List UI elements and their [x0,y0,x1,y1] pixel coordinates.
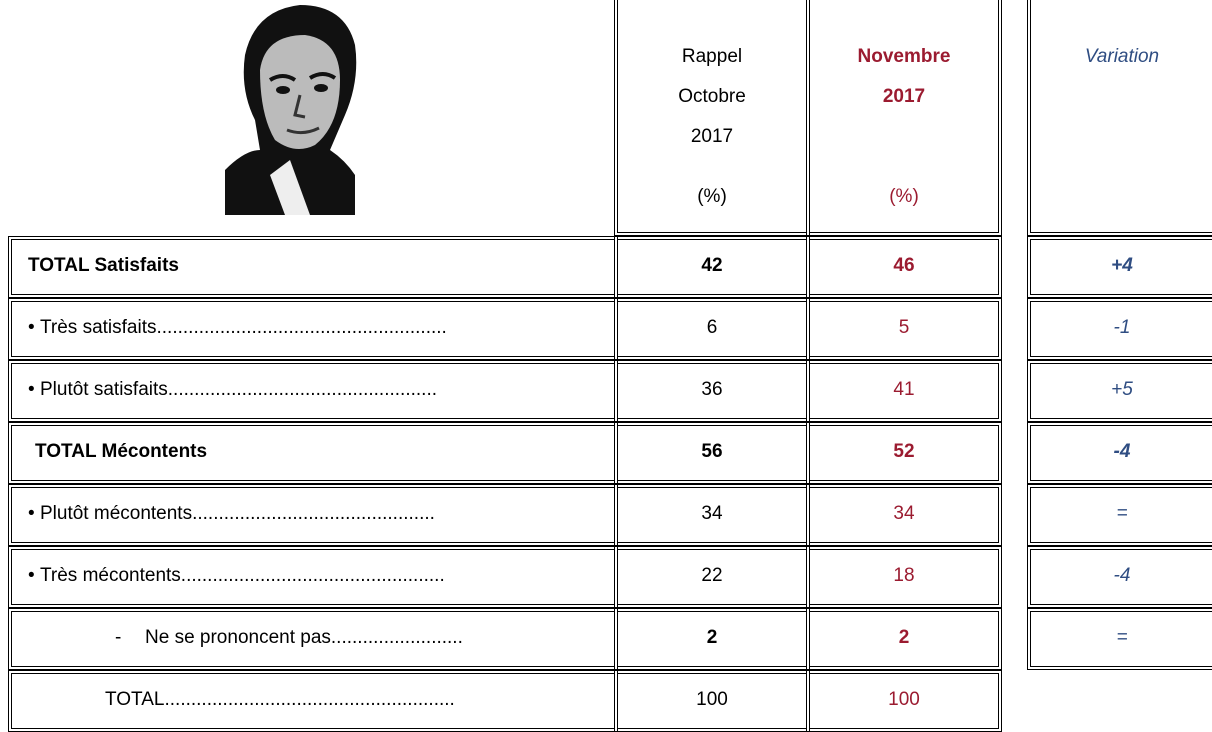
oct-value: 56 [618,441,806,463]
row-marker: - [115,627,121,649]
nov-value: 46 [810,255,998,277]
variation-value: +4 [1031,255,1212,277]
header-text: 2017 [618,126,806,148]
oct-value: 42 [618,255,806,277]
variation-value: -4 [1031,441,1212,463]
row-label: Plutôt mécontents.......................… [40,503,596,525]
oct-value: 2 [618,627,806,649]
header-text: Novembre [810,46,998,68]
row-label: Plutôt satisfaits.......................… [40,379,596,401]
header-text: (%) [618,186,806,208]
nov-value: 18 [810,565,998,587]
variation-value: -1 [1031,317,1212,339]
nov-value: 2 [810,627,998,649]
oct-value: 6 [618,317,806,339]
nov-value: 5 [810,317,998,339]
page: {"header": { "col1": ["Rappel", "Octobre… [0,0,1212,707]
oct-value: 36 [618,379,806,401]
header-cell [1027,0,1212,236]
nov-value: 52 [810,441,998,463]
row-marker: • [28,503,35,525]
row-label: Très mécontents.........................… [40,565,596,587]
nov-value: 34 [810,503,998,525]
variation-value: = [1031,627,1212,649]
header-text: Rappel [618,46,806,68]
row-label: TOTAL...................................… [105,689,596,711]
header-text: (%) [810,186,998,208]
oct-value: 22 [618,565,806,587]
oct-value: 100 [618,689,806,711]
oct-value: 34 [618,503,806,525]
variation-value: = [1031,503,1212,525]
variation-value: +5 [1031,379,1212,401]
row-label: TOTAL Mécontents [35,441,596,463]
row-label: Très satisfaits.........................… [40,317,596,339]
nov-value: 41 [810,379,998,401]
portrait [215,0,365,215]
nov-value: 100 [810,689,998,711]
row-label: Ne se prononcent pas....................… [145,627,596,649]
row-marker: • [28,379,35,401]
header-text: Octobre [618,86,806,108]
header-text: Variation [1031,46,1212,68]
row-marker: • [28,565,35,587]
variation-value: -4 [1031,565,1212,587]
header-text: 2017 [810,86,998,108]
row-marker: • [28,317,35,339]
row-label: TOTAL Satisfaits [28,255,596,277]
